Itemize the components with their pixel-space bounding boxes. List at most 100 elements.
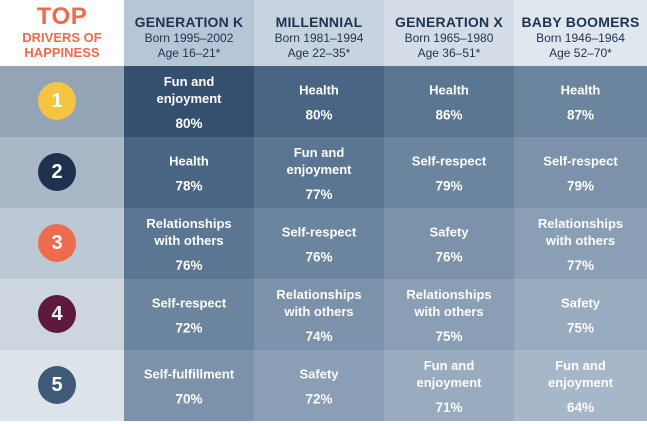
driver-label-line-2: with others: [414, 303, 484, 319]
driver-percentage: 72%: [305, 391, 333, 406]
generation-born: Born 1981–1994: [274, 31, 364, 45]
driver-percentage: 80%: [305, 107, 333, 122]
driver-cell: Safety 72%: [254, 350, 384, 421]
driver-label: Health: [560, 82, 601, 97]
driver-cell: Relationships with others 75%: [384, 279, 514, 350]
driver-cell: Relationships with others 76%: [124, 208, 254, 279]
driver-cell: Self-respect 72%: [124, 279, 254, 350]
title-subtitle: DRIVERS OF HAPPINESS: [0, 30, 124, 60]
driver-cell: Health 78%: [124, 137, 254, 208]
table-title: TOP DRIVERS OF HAPPINESS: [0, 0, 124, 66]
driver-label: Fun and: [555, 357, 606, 373]
driver-percentage: 76%: [305, 249, 333, 264]
driver-cell: Relationships with others 74%: [254, 279, 384, 350]
driver-label: Fun and: [163, 73, 215, 89]
driver-percentage: 79%: [435, 178, 463, 193]
rank-badge: 1: [38, 82, 76, 120]
driver-label: Self-respect: [543, 153, 618, 168]
generation-born: Born 1946–1964: [536, 31, 625, 45]
driver-percentage: 75%: [566, 320, 595, 335]
driver-label-line-2: with others: [154, 232, 224, 248]
driver-cell: Health 86%: [384, 66, 514, 137]
column-header: BABY BOOMERS Born 1946–1964 Age 52–70*: [514, 0, 647, 66]
driver-label: Self-respect: [151, 295, 227, 310]
driver-cell: Self-respect 76%: [254, 208, 384, 279]
generation-age: Age 36–51*: [417, 46, 481, 60]
driver-percentage: 64%: [566, 399, 595, 415]
driver-label: Relationships: [146, 215, 232, 231]
driver-percentage: 77%: [566, 257, 595, 273]
driver-cell: Fun and enjoyment 64%: [514, 350, 647, 421]
generation-age: Age 52–70*: [549, 46, 612, 60]
driver-label: Self-respect: [281, 224, 357, 239]
driver-percentage: 76%: [435, 249, 463, 264]
driver-percentage: 71%: [435, 399, 463, 415]
driver-cell: Health 87%: [514, 66, 647, 137]
driver-label: Relationships: [276, 286, 362, 302]
title-line-2: HAPPINESS: [24, 45, 100, 60]
column-header: GENERATION X Born 1965–1980 Age 36–51*: [384, 0, 514, 66]
column-header: MILLENNIAL Born 1981–1994 Age 22–35*: [254, 0, 384, 66]
driver-cell: Self-respect 79%: [514, 137, 647, 208]
generation-name: GENERATION K: [134, 14, 244, 30]
driver-percentage: 76%: [175, 257, 203, 273]
driver-cell: Self-respect 79%: [384, 137, 514, 208]
rank-cell: 4: [0, 279, 124, 350]
generation-born: Born 1995–2002: [144, 31, 234, 45]
driver-label: Fun and: [423, 357, 475, 373]
driver-cell: Relationships with others 77%: [514, 208, 647, 279]
driver-label-line-2: enjoyment: [286, 161, 352, 177]
driver-label: Health: [429, 82, 469, 97]
rank-badge: 2: [38, 153, 76, 191]
title-top: TOP: [36, 3, 88, 30]
driver-percentage: 75%: [435, 328, 463, 344]
driver-percentage: 72%: [175, 320, 203, 335]
generation-name: GENERATION X: [395, 14, 503, 30]
driver-percentage: 77%: [305, 186, 333, 202]
driver-percentage: 80%: [175, 115, 203, 131]
driver-cell: Health 80%: [254, 66, 384, 137]
driver-percentage: 70%: [175, 391, 203, 406]
driver-cell: Fun and enjoyment 77%: [254, 137, 384, 208]
driver-percentage: 79%: [566, 178, 595, 193]
driver-label: Relationships: [406, 286, 492, 302]
driver-label: Safety: [429, 224, 469, 239]
driver-cell: Safety 75%: [514, 279, 647, 350]
driver-percentage: 78%: [175, 178, 203, 193]
driver-percentage: 86%: [435, 107, 463, 122]
driver-label-line-2: enjoyment: [416, 374, 482, 390]
driver-label: Relationships: [537, 215, 624, 231]
driver-label: Health: [169, 153, 209, 168]
rank-cell: 1: [0, 66, 124, 137]
driver-cell: Fun and enjoyment 80%: [124, 66, 254, 137]
generation-born: Born 1965–1980: [404, 31, 494, 45]
driver-label: Health: [299, 82, 339, 97]
rank-badge: 5: [38, 366, 76, 404]
rank-cell: 5: [0, 350, 124, 421]
driver-cell: Safety 76%: [384, 208, 514, 279]
driver-percentage: 87%: [566, 107, 595, 122]
generation-age: Age 16–21*: [157, 46, 221, 60]
generation-age: Age 22–35*: [287, 46, 351, 60]
driver-cell: Self-fulfillment 70%: [124, 350, 254, 421]
driver-label-line-2: enjoyment: [156, 90, 222, 106]
rank-cell: 2: [0, 137, 124, 208]
generation-name: MILLENNIAL: [275, 14, 363, 30]
driver-label: Self-fulfillment: [143, 366, 235, 381]
driver-label-line-2: with others: [284, 303, 354, 319]
driver-cell: Fun and enjoyment 71%: [384, 350, 514, 421]
rank-badge: 3: [38, 224, 76, 262]
rank-badge: 4: [38, 295, 76, 333]
driver-label: Self-respect: [411, 153, 487, 168]
driver-percentage: 74%: [305, 328, 333, 344]
column-header: GENERATION K Born 1995–2002 Age 16–21*: [124, 0, 254, 66]
driver-label: Safety: [299, 366, 339, 381]
title-line-1: DRIVERS OF: [22, 30, 102, 45]
generation-name: BABY BOOMERS: [521, 14, 640, 30]
rank-cell: 3: [0, 208, 124, 279]
driver-label: Safety: [560, 295, 601, 310]
driver-label: Fun and: [293, 144, 345, 160]
driver-label-line-2: with others: [545, 232, 616, 248]
driver-label-line-2: enjoyment: [547, 374, 613, 390]
